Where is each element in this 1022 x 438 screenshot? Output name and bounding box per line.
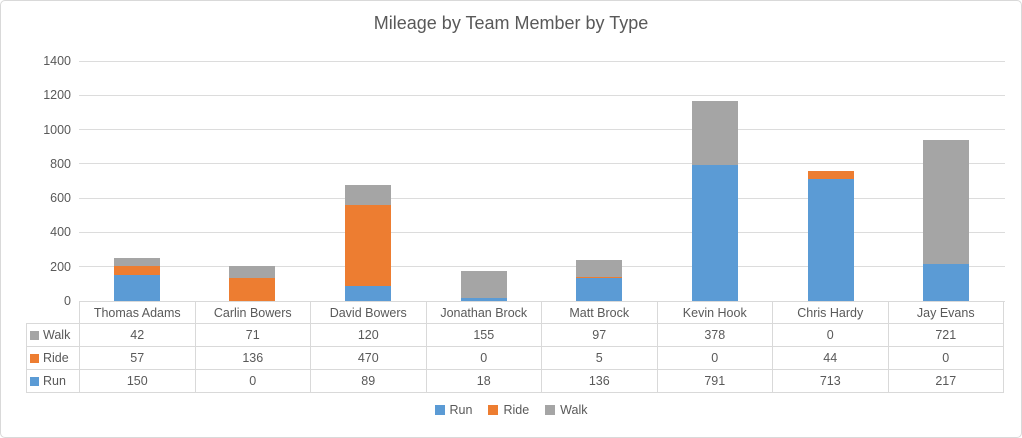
gridline xyxy=(79,197,1005,199)
table-value-cell: 150 xyxy=(79,369,196,393)
bar-segment-run[interactable] xyxy=(460,297,507,301)
y-axis-tick-label: 1000 xyxy=(43,122,71,137)
legend-label: Walk xyxy=(560,403,588,417)
gridline xyxy=(79,94,1005,96)
table-value-cell: 71 xyxy=(194,323,311,347)
table-category-header: Carlin Bowers xyxy=(194,301,311,324)
table-value-cell: 0 xyxy=(194,369,311,393)
table-value-cell: 378 xyxy=(656,323,773,347)
bar-segment-walk[interactable] xyxy=(345,184,392,206)
bar-segment-run[interactable] xyxy=(807,178,854,301)
table-corner-cell xyxy=(27,302,80,324)
table-value-cell: 0 xyxy=(772,323,889,347)
bar-segment-run[interactable] xyxy=(576,277,623,301)
y-axis-tick-label: 1200 xyxy=(43,88,71,103)
bar-segment-walk[interactable] xyxy=(691,100,738,166)
table-row-label: Walk xyxy=(26,323,80,347)
table-value-cell: 713 xyxy=(772,369,889,393)
y-axis-tick-label: 200 xyxy=(50,259,71,274)
ride-legend-swatch-icon xyxy=(488,405,499,415)
run-series-key-icon xyxy=(30,377,39,386)
legend-item-run[interactable]: Run xyxy=(434,403,473,417)
legend: Run Ride Walk xyxy=(1,403,1021,417)
gridline xyxy=(79,266,1005,268)
table-row-label: Ride xyxy=(26,346,80,370)
bar-segment-ride[interactable] xyxy=(229,277,276,301)
bar-segment-walk[interactable] xyxy=(113,258,160,266)
legend-label: Run xyxy=(449,403,473,417)
table-category-header: Jonathan Brock xyxy=(425,301,542,324)
table-row-walk: Walk 42 71 120 155 97 378 0 721 xyxy=(26,323,1004,347)
y-axis-tick-label: 0 xyxy=(64,294,71,308)
y-axis-tick-label: 1400 xyxy=(43,54,71,68)
bar-segment-walk[interactable] xyxy=(229,265,276,278)
y-axis-tick-label: 800 xyxy=(50,156,71,171)
table-value-cell: 721 xyxy=(887,323,1004,347)
run-legend-swatch-icon xyxy=(434,405,445,415)
bar-segment-walk[interactable] xyxy=(923,140,970,264)
table-value-cell: 155 xyxy=(425,323,542,347)
legend-item-ride[interactable]: Ride xyxy=(488,403,529,417)
table-value-cell: 0 xyxy=(656,346,773,370)
table-value-cell: 217 xyxy=(887,369,1004,393)
bar-segment-run[interactable] xyxy=(113,275,160,301)
gridline xyxy=(79,163,1005,165)
bar-segment-run[interactable] xyxy=(923,263,970,301)
table-row-ride: Ride 57 136 470 0 5 0 44 0 xyxy=(26,346,1004,370)
table-value-cell: 42 xyxy=(79,323,196,347)
legend-item-walk[interactable]: Walk xyxy=(545,403,587,417)
gridline xyxy=(79,60,1005,62)
table-value-cell: 44 xyxy=(772,346,889,370)
table-category-header: Matt Brock xyxy=(541,301,658,324)
bar-segment-walk[interactable] xyxy=(460,271,507,298)
table-category-header: David Bowers xyxy=(310,301,427,324)
table-value-cell: 470 xyxy=(310,346,427,370)
bar-segment-ride[interactable] xyxy=(113,265,160,276)
bar-segment-ride[interactable] xyxy=(345,205,392,286)
table-category-header: Thomas Adams xyxy=(79,301,196,324)
walk-legend-swatch-icon xyxy=(545,405,556,415)
table-value-cell: 18 xyxy=(425,369,542,393)
legend-label: Ride xyxy=(503,403,530,417)
bar-segment-walk[interactable] xyxy=(576,260,623,277)
table-value-cell: 0 xyxy=(887,346,1004,370)
walk-series-key-icon xyxy=(30,331,39,340)
table-category-header: Kevin Hook xyxy=(656,301,773,324)
gridline xyxy=(79,231,1005,233)
y-axis-tick-label: 600 xyxy=(50,191,71,206)
chart-title: Mileage by Team Member by Type xyxy=(373,13,649,33)
gridline xyxy=(79,129,1005,131)
table-category-header: Jay Evans xyxy=(887,301,1004,324)
table-value-cell: 97 xyxy=(541,323,658,347)
table-value-cell: 120 xyxy=(310,323,427,347)
table-value-cell: 136 xyxy=(194,346,311,370)
table-category-header: Chris Hardy xyxy=(772,301,889,324)
bar-segment-ride[interactable] xyxy=(807,171,854,179)
bar-segment-ride[interactable] xyxy=(576,276,623,278)
ride-series-key-icon xyxy=(30,354,39,363)
table-row-label: Run xyxy=(26,369,80,393)
y-axis-tick-label: 400 xyxy=(50,225,71,240)
table-value-cell: 0 xyxy=(425,346,542,370)
bar-segment-run[interactable] xyxy=(691,165,738,301)
table-value-cell: 136 xyxy=(541,369,658,393)
data-table-wrap: Thomas Adams Carlin Bowers David Bowers Jon… xyxy=(26,301,1004,393)
data-table: Thomas Adams Carlin Bowers David Bowers Jon… xyxy=(26,301,1004,393)
table-value-cell: 791 xyxy=(656,369,773,393)
bar-segment-run[interactable] xyxy=(345,285,392,301)
table-value-cell: 57 xyxy=(79,346,196,370)
table-value-cell: 89 xyxy=(310,369,427,393)
table-row-run: Run 150 0 89 18 136 791 713 217 xyxy=(26,369,1004,393)
table-value-cell: 5 xyxy=(541,346,658,370)
